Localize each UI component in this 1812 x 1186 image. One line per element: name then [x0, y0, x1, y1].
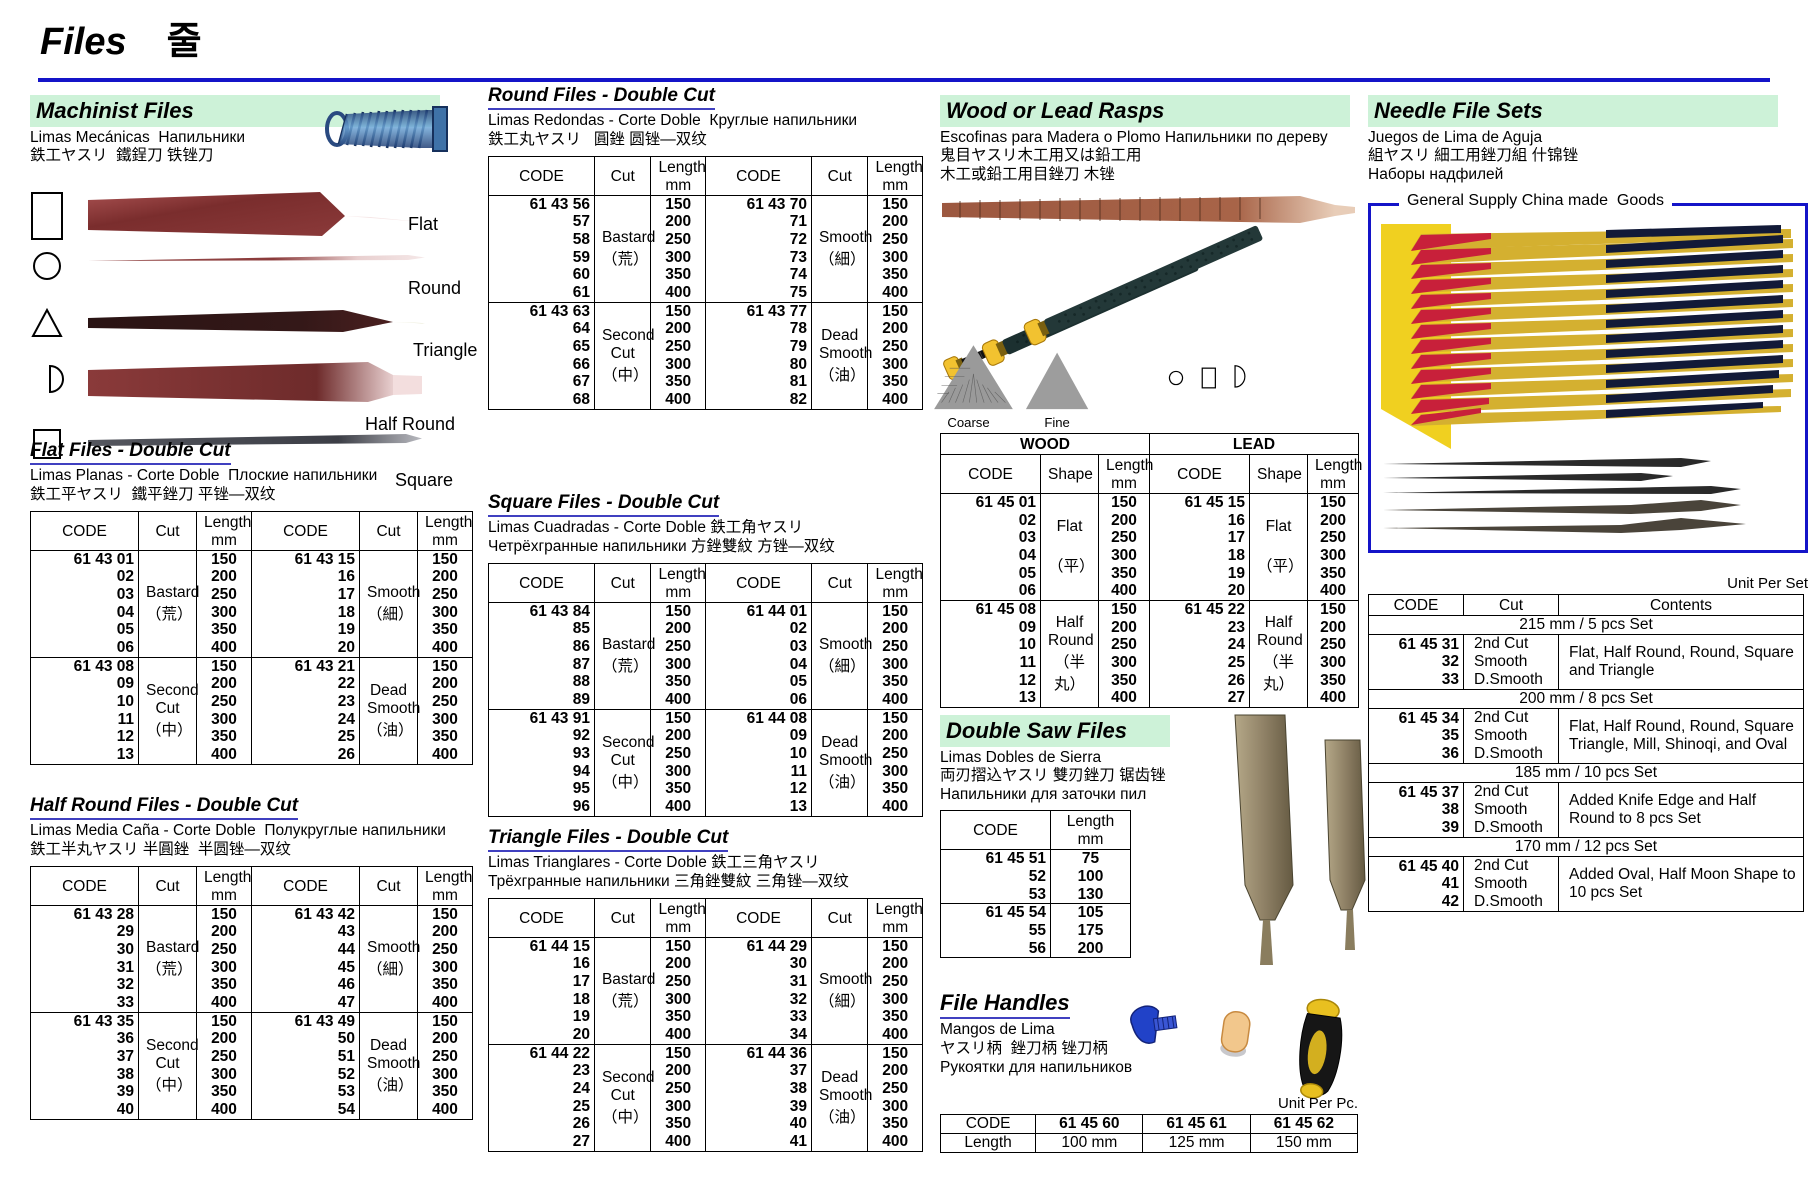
- svg-text:Half Round: Half Round: [365, 414, 455, 434]
- svg-text:Round: Round: [408, 278, 461, 298]
- svg-text:Flat: Flat: [408, 214, 438, 234]
- svg-text:Fine: Fine: [1044, 415, 1070, 430]
- svg-text:Coarse: Coarse: [947, 415, 989, 430]
- svg-text:Triangle: Triangle: [413, 340, 477, 360]
